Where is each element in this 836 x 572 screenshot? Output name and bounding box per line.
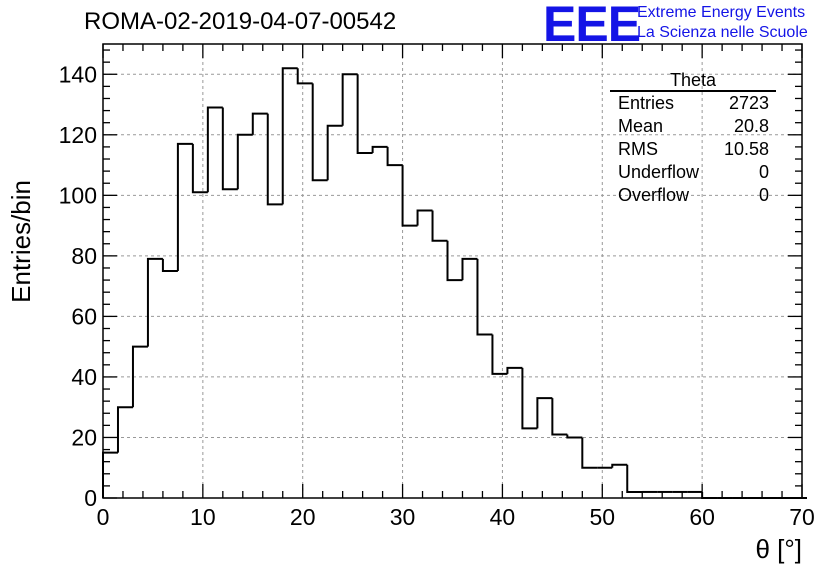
- histogram-bin: [221, 107, 238, 191]
- stats-value: 2723: [728, 93, 769, 113]
- x-tick-labels: 0 10 20 30 40 50 60 70: [97, 504, 815, 530]
- histogram-bin: [536, 397, 553, 429]
- logo-line-1: Extreme Energy Events: [637, 4, 806, 21]
- histogram-bin: [491, 334, 508, 375]
- y-tick-label: 120: [59, 122, 97, 148]
- histogram-bin: [401, 165, 418, 227]
- stats-row-entries: Entries 2723: [610, 92, 776, 115]
- stats-label: Entries: [618, 93, 675, 113]
- histogram-bin: [506, 366, 523, 374]
- y-tick-label: 20: [71, 424, 97, 450]
- x-tick-label: 10: [190, 504, 216, 530]
- histogram-bin: [191, 143, 208, 194]
- stats-value: 10.58: [723, 139, 769, 159]
- x-tick-label: 0: [97, 504, 110, 530]
- y-axis-label: Entries/bin: [6, 180, 36, 303]
- histogram-bin: [311, 83, 328, 182]
- stats-title: Theta: [610, 70, 776, 92]
- histogram-bin: [102, 451, 118, 498]
- histogram-bin: [461, 257, 478, 281]
- histogram-bin: [296, 68, 313, 85]
- stats-row-mean: Mean 20.8: [610, 115, 776, 138]
- histogram-series: [102, 67, 807, 499]
- histogram-bin: [431, 210, 448, 242]
- y-tick-label: 60: [71, 303, 97, 329]
- stats-box: Theta Entries 2723 Mean 20.8 RMS 10.58 U…: [610, 70, 776, 207]
- histogram-bin: [521, 367, 538, 430]
- y-tick-label: 0: [84, 485, 97, 511]
- grid-lines: [103, 44, 802, 498]
- x-tick-label: 30: [390, 504, 416, 530]
- logo-line-2: La Scienza nelle Scuole: [637, 24, 808, 41]
- histogram-bin: [416, 209, 433, 226]
- stats-value: 0: [758, 162, 769, 182]
- histogram-bin: [701, 491, 718, 499]
- histogram-bin: [116, 406, 133, 453]
- histogram-bin: [341, 73, 358, 126]
- histogram-bin: [581, 437, 598, 469]
- y-tick-label: 80: [71, 243, 97, 269]
- histogram-bin: [236, 133, 253, 190]
- x-tick-label: 70: [789, 504, 815, 530]
- histogram-bin: [551, 398, 568, 436]
- histogram-bin: [146, 257, 163, 347]
- eee-logo: EEE: [543, 0, 641, 52]
- histogram-bin: [161, 258, 178, 272]
- x-tick-label: 50: [589, 504, 615, 530]
- x-tick-label: 60: [689, 504, 715, 530]
- y-tick-labels: 0 20 40 60 80 100 120 140: [59, 61, 97, 511]
- logo-text: Extreme Energy Events La Scienza nelle S…: [637, 3, 808, 43]
- histogram-bin: [266, 113, 283, 206]
- histogram-bin: [281, 67, 298, 205]
- histogram-bin: [371, 145, 388, 153]
- x-tick-label: 20: [290, 504, 316, 530]
- y-tick-label: 40: [71, 364, 97, 390]
- histogram-bin: [206, 106, 223, 193]
- stats-row-rms: RMS 10.58: [610, 138, 776, 161]
- histogram-bin: [611, 463, 628, 468]
- histogram-bin: [176, 142, 193, 271]
- histogram-bin: [251, 112, 268, 135]
- x-axis-label: θ [°]: [755, 534, 802, 564]
- stats-label: RMS: [618, 139, 658, 159]
- stats-label: Underflow: [618, 162, 700, 182]
- histogram-bin: [446, 240, 463, 282]
- histogram-bin: [131, 345, 148, 408]
- axes-frame: [102, 43, 803, 499]
- y-tick-label: 100: [59, 182, 97, 208]
- y-tick-label: 140: [59, 61, 97, 87]
- stats-row-overflow: Overflow 0: [610, 184, 776, 207]
- histogram-bin: [626, 464, 643, 493]
- histogram-bin: [476, 258, 493, 336]
- stats-row-underflow: Underflow 0: [610, 161, 776, 184]
- histogram-bin: [326, 124, 343, 181]
- plot-frame: [102, 43, 803, 499]
- axis-ticks: [102, 44, 803, 499]
- stats-value: 20.8: [733, 116, 769, 136]
- histogram-bin: [566, 434, 583, 439]
- histogram-bin: [356, 74, 373, 154]
- stats-value: 0: [758, 185, 769, 205]
- run-title: ROMA-02-2019-04-07-00542: [84, 8, 397, 35]
- histogram-bin: [386, 146, 403, 167]
- stats-label: Overflow: [618, 185, 690, 205]
- stats-label: Mean: [618, 116, 664, 136]
- x-tick-label: 40: [490, 504, 516, 530]
